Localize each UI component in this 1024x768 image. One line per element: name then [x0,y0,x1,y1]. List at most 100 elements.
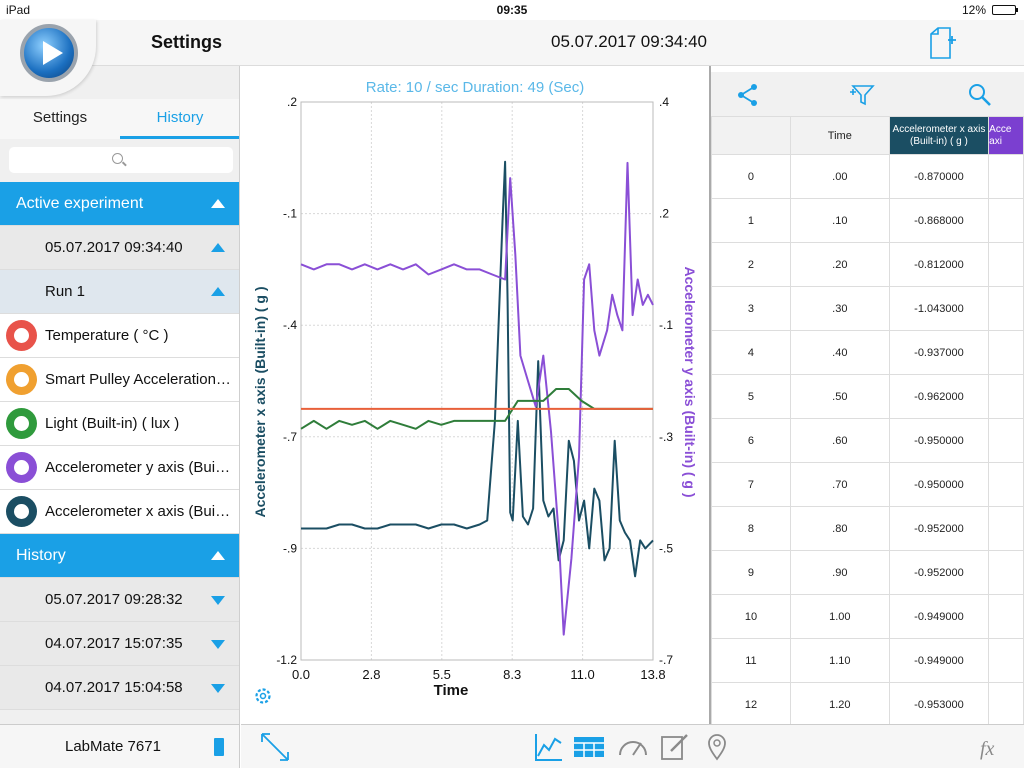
active-experiment-label: Active experiment [16,195,144,212]
accel-x-cell: -0.949000 [888,594,990,639]
sidebar-footer: LabMate 7671 [0,724,240,768]
active-experiment-date-row[interactable]: 05.07.2017 09:34:40 [0,226,239,270]
share-icon[interactable] [735,82,761,108]
lightbulb-icon [6,408,37,439]
expand-icon[interactable] [211,596,225,605]
chart-title: Rate: 10 / sec Duration: 49 (Sec) [365,79,585,96]
history-item-label: 04.07.2017 15:04:58 [45,679,183,696]
graph-icon[interactable] [533,731,565,763]
sensor-row-accel-x[interactable]: Accelerometer x axis (Built-in) ( g ) [0,490,239,534]
sensor-row-pulley[interactable]: Smart Pulley Acceleration ( m/s² ) [0,358,239,402]
accel-y-cell [988,154,1024,199]
table-row[interactable]: 5.50 -0.962000 [711,374,1024,419]
time-header[interactable]: Time [789,116,890,155]
history-section[interactable]: History [0,534,239,578]
y-left-tick-label: .2 [287,95,297,109]
accel-y-cell [988,462,1024,507]
tab-settings[interactable]: Settings [32,109,88,126]
status-time: 09:35 [496,3,528,17]
table-row[interactable]: 2.20 -0.812000 [711,242,1024,287]
row-index-cell: 4 [711,330,791,375]
accel-y-cell [988,374,1024,419]
active-experiment-section[interactable]: Active experiment [0,182,239,226]
table-row[interactable]: 9.90 -0.952000 [711,550,1024,595]
map-pin-icon[interactable] [701,731,733,763]
thermometer-icon [6,320,37,351]
play-logo-icon[interactable] [20,24,78,82]
expand-icon[interactable] [211,684,225,693]
row-index-cell: 10 [711,594,791,639]
accel-y-cell [988,682,1024,724]
sensor-label: Light (Built-in) ( lux ) [45,415,180,432]
accel-x-cell: -0.937000 [888,330,990,375]
gear-icon[interactable] [253,686,273,706]
run-label: Run 1 [45,283,86,300]
time-cell: .10 [789,198,890,243]
search-input[interactable] [9,147,233,173]
sensor-row-temperature[interactable]: Temperature ( °C ) [0,314,239,358]
table-row[interactable]: 10 1.00 -0.949000 [711,594,1024,639]
sensor-row-accel-y[interactable]: Accelerometer y axis (Built-in) ( g ) [0,446,239,490]
sidebar: Settings History Active experiment 05.07… [0,66,240,724]
accel-x-header[interactable]: Accelerometer x axis (Built-in) ( g ) [888,116,990,155]
notes-icon[interactable] [659,731,691,763]
history-section-label: History [16,547,66,564]
history-item[interactable]: 04.07.2017 15:04:58 [0,666,239,710]
history-item-label: 05.07.2017 09:28:32 [45,591,183,608]
device-label: iPad [6,3,31,17]
y-right-tick-label: -.7 [659,653,673,667]
function-label: fx [980,738,995,760]
collapse-icon[interactable] [211,199,225,208]
time-cell: 1.10 [789,638,890,683]
function-icon[interactable]: fx [974,731,1006,763]
accel-y-header[interactable]: Acce axi [988,116,1024,155]
table-row[interactable]: 6.60 -0.950000 [711,418,1024,463]
accel-x-cell: -1.043000 [888,286,990,331]
row-index-cell: 2 [711,242,791,287]
time-cell: .70 [789,462,890,507]
sensor-row-light[interactable]: Light (Built-in) ( lux ) [0,402,239,446]
table-row[interactable]: 1.10 -0.868000 [711,198,1024,243]
bottom-toolbar: fx [241,724,1024,768]
expand-icon[interactable] [259,731,291,763]
y-left-axis-label: Accelerometer x axis (Built-in) ( g ) [252,286,268,517]
accel-y-cell [988,594,1024,639]
filter-add-icon[interactable] [849,82,875,108]
experiment-datetime: 05.07.2017 09:34:40 [551,32,707,51]
time-cell: .50 [789,374,890,419]
table-icon[interactable] [573,731,605,763]
new-experiment-icon[interactable] [928,26,958,60]
history-item[interactable]: 04.07.2017 15:07:35 [0,622,239,666]
table-row[interactable]: 4.40 -0.937000 [711,330,1024,375]
line-chart[interactable]: 0.0 2.8 5.5 8.3 11.0 13.8 .2 .4 -.1 .2 -.4 -.1 -.7 -.… [241,66,709,706]
table-header-row: Time Accelerometer x axis (Built-in) ( g… [711,116,1024,155]
table-row[interactable]: 7.70 -0.950000 [711,462,1024,507]
accel-x-cell: -0.953000 [888,682,990,724]
row-index-cell: 7 [711,462,791,507]
run-row[interactable]: Run 1 [0,270,239,314]
collapse-icon[interactable] [211,287,225,296]
table-row[interactable]: 11 1.10 -0.949000 [711,638,1024,683]
table-row[interactable]: 12 1.20 -0.953000 [711,682,1024,724]
history-item[interactable]: 05.07.2017 09:28:32 [0,578,239,622]
collapse-icon[interactable] [211,551,225,560]
tab-history[interactable]: History [120,99,239,139]
search-icon[interactable] [967,82,993,108]
history-item-label: 04.07.2017 15:07:35 [45,635,183,652]
battery-icon [992,5,1018,15]
expand-icon[interactable] [211,640,225,649]
collapse-icon[interactable] [211,243,225,252]
table-row[interactable]: 3.30 -1.043000 [711,286,1024,331]
accelerometer-y-icon [6,452,37,483]
series-line-0 [301,160,654,578]
y-left-tick-label: -.1 [283,207,297,221]
status-right: 12% [962,3,1018,17]
meter-icon[interactable] [617,731,649,763]
table-row[interactable]: 8.80 -0.952000 [711,506,1024,551]
row-index-cell: 1 [711,198,791,243]
x-axis-label: Time [434,682,469,699]
sensor-label: Accelerometer y axis (Built-in) ( g ) [45,459,231,476]
table-row[interactable]: 0.00 -0.870000 [711,154,1024,199]
pulley-icon [6,364,37,395]
y-right-tick-label: -.3 [659,430,673,444]
